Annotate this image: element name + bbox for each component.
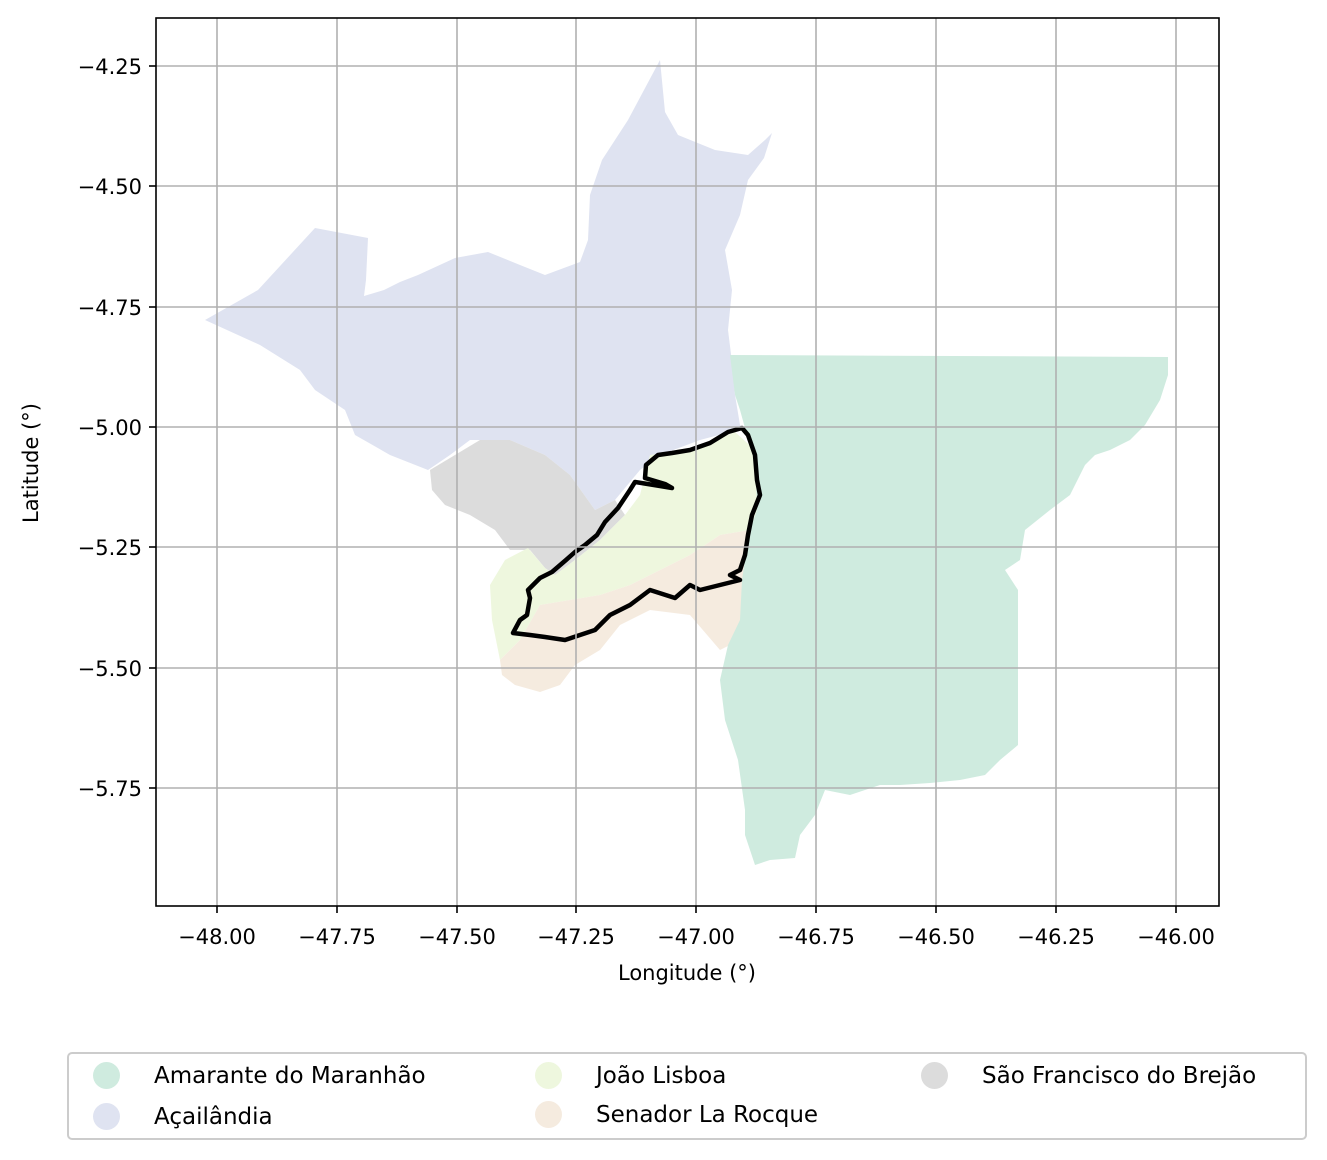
y-tick-label: −5.50 [78, 657, 142, 681]
x-tick-label: −46.75 [777, 925, 855, 949]
gridlines [156, 18, 1219, 906]
y-axis-title: Latitude (°) [19, 403, 43, 523]
legend-marker [921, 1062, 948, 1089]
x-tick-label: −46.50 [897, 925, 975, 949]
regions [205, 60, 1168, 865]
axes-frame [155, 17, 1220, 907]
y-tick-label: −5.25 [78, 536, 142, 560]
legend-marker [535, 1062, 562, 1089]
legend-label: João Lisboa [596, 1062, 727, 1089]
legend-item-acailandia: Açailândia [93, 1103, 273, 1130]
x-tick-label: −47.50 [418, 925, 496, 949]
y-tick-label: −4.50 [78, 175, 142, 199]
y-ticks [149, 65, 156, 789]
x-ticks [216, 906, 1177, 913]
legend: Amarante do Maranhão Açailândia João Lis… [67, 1052, 1307, 1140]
legend-item-senador-la-rocque: Senador La Rocque [535, 1101, 818, 1128]
legend-label: São Francisco do Brejão [982, 1062, 1257, 1089]
x-tick-label: −47.25 [537, 925, 615, 949]
legend-label: Açailândia [154, 1103, 273, 1130]
y-tick-label: −5.00 [78, 416, 142, 440]
y-tick-label: −5.75 [78, 777, 142, 801]
x-tick-labels: −48.00 −47.75 −47.50 −47.25 −47.00 −46.7… [178, 925, 1215, 949]
region-acailandia [205, 60, 772, 510]
region-joao-lisboa [490, 432, 757, 660]
legend-marker [93, 1062, 120, 1089]
y-tick-label: −4.25 [78, 55, 142, 79]
x-tick-label: −47.00 [657, 925, 735, 949]
x-tick-label: −47.75 [298, 925, 376, 949]
legend-item-sao-francisco-do-brejao: São Francisco do Brejão [921, 1062, 1256, 1089]
y-tick-labels: −4.25 −4.50 −4.75 −5.00 −5.25 −5.50 −5.7… [78, 55, 142, 801]
x-tick-label: −46.25 [1017, 925, 1095, 949]
x-tick-label: −46.00 [1137, 925, 1215, 949]
y-tick-label: −4.75 [78, 296, 142, 320]
legend-item-joao-lisboa: João Lisboa [535, 1062, 726, 1089]
x-tick-label: −48.00 [178, 925, 256, 949]
highlight-outline [510, 425, 763, 643]
legend-marker [535, 1101, 562, 1128]
legend-label: Amarante do Maranhão [154, 1062, 426, 1089]
region-senador-la-rocque [500, 530, 750, 692]
legend-item-amarante-do-maranhao: Amarante do Maranhão [93, 1062, 426, 1089]
legend-marker [93, 1103, 120, 1130]
x-axis-title: Longitude (°) [618, 961, 756, 985]
legend-label: Senador La Rocque [596, 1101, 819, 1128]
